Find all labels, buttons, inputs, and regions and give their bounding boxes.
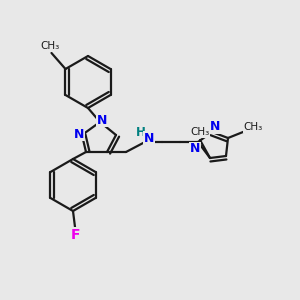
Text: H: H — [136, 125, 146, 139]
Text: CH₃: CH₃ — [190, 127, 210, 137]
Text: F: F — [70, 228, 80, 242]
Text: CH₃: CH₃ — [41, 41, 60, 51]
Text: N: N — [210, 121, 220, 134]
Text: CH₃: CH₃ — [243, 122, 262, 132]
Text: N: N — [97, 113, 107, 127]
Text: N: N — [144, 131, 154, 145]
Text: N: N — [74, 128, 84, 140]
Text: N: N — [190, 142, 200, 155]
